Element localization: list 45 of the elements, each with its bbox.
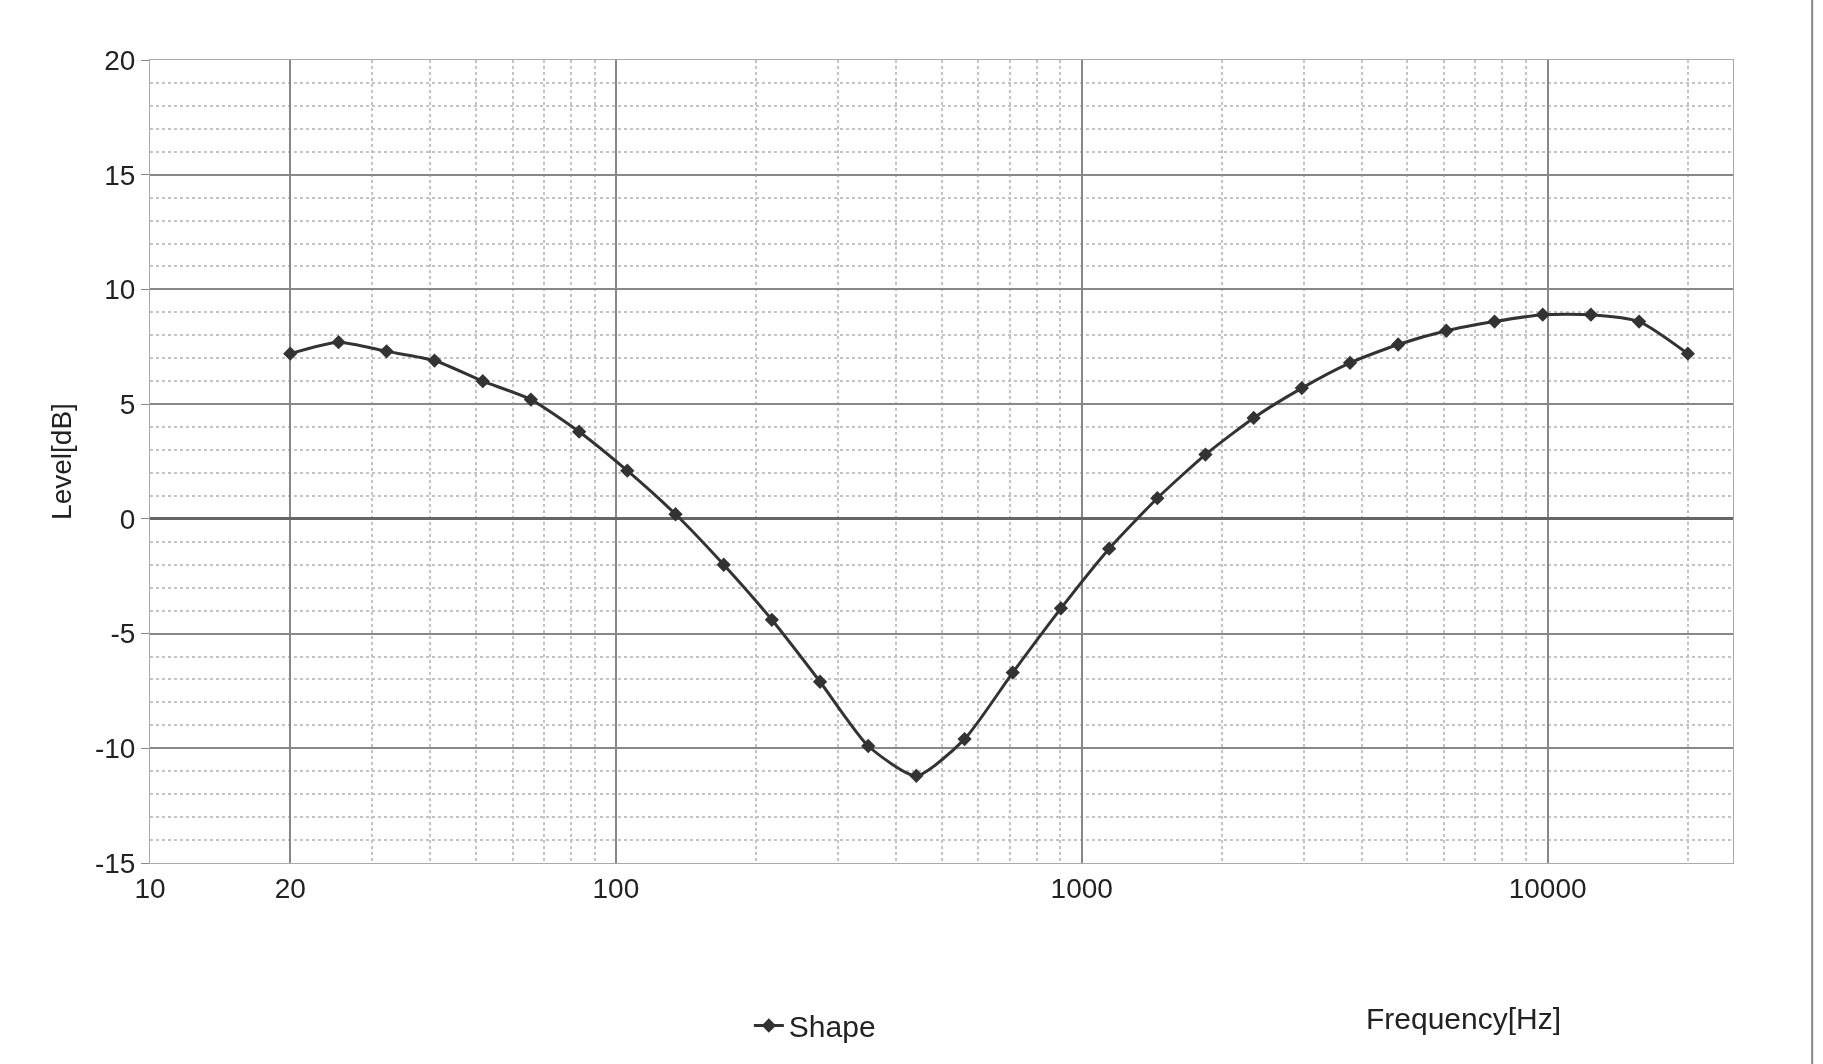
point <box>523 392 539 407</box>
point <box>1439 323 1454 338</box>
point <box>283 346 298 361</box>
y-tick-label: 5 <box>119 388 136 420</box>
y-tick-label: 0 <box>119 503 136 535</box>
y-tick-label: -10 <box>94 733 136 765</box>
point <box>620 463 635 478</box>
y-axis-title: Level[dB] <box>45 403 77 520</box>
point <box>379 344 394 359</box>
point <box>668 507 683 522</box>
y-tick-label: -5 <box>110 618 136 650</box>
x-tick-label: 10000 <box>1508 872 1587 904</box>
y-tick-label: 20 <box>104 44 136 76</box>
x-axis-title: Frequency[Hz] <box>1366 1002 1562 1035</box>
y-tick-label: 10 <box>104 274 136 306</box>
point <box>957 731 972 747</box>
point <box>1583 307 1599 322</box>
point <box>1487 314 1502 329</box>
x-tick-label: 1000 <box>1050 872 1113 904</box>
point <box>1294 380 1309 396</box>
point <box>1391 337 1406 352</box>
point <box>812 674 828 689</box>
legend-label: Shape <box>788 1010 876 1044</box>
point <box>909 768 924 783</box>
point <box>427 353 442 368</box>
y-tick-label: -15 <box>94 847 136 879</box>
point <box>1053 601 1069 616</box>
point <box>1198 447 1213 462</box>
point <box>1680 346 1695 361</box>
point <box>764 612 780 627</box>
point <box>475 374 490 389</box>
point <box>1150 491 1165 506</box>
point <box>1005 665 1020 680</box>
y-tick-label: 15 <box>104 159 136 191</box>
point <box>1246 410 1261 426</box>
point <box>571 424 587 439</box>
point <box>1342 355 1358 370</box>
point <box>1101 541 1117 556</box>
x-tick-label: 20 <box>274 872 306 904</box>
point <box>331 335 346 350</box>
point <box>1535 307 1550 322</box>
point <box>1631 314 1647 329</box>
point <box>716 557 731 572</box>
point <box>861 738 876 754</box>
x-tick-label: 100 <box>592 872 640 904</box>
